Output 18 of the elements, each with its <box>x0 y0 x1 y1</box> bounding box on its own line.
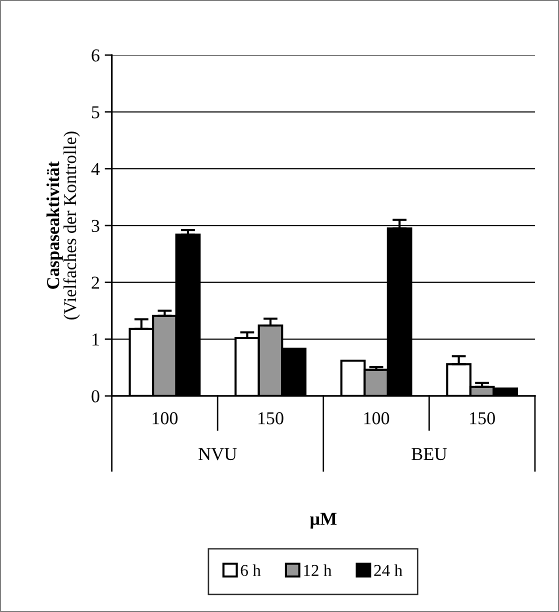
legend-label: 24 h <box>374 564 402 576</box>
x-tick-label: 150 <box>470 412 495 424</box>
legend-label: 6 h <box>240 564 261 576</box>
y-tick-label: 4 <box>91 163 100 175</box>
x-tick-label: 100 <box>152 412 178 424</box>
text: NVU <box>198 448 237 460</box>
y-tick-label: 3 <box>92 220 100 232</box>
legend-label: 12 h <box>304 564 332 576</box>
y-tick-label: 0 <box>92 390 100 402</box>
x-axis-title: µM <box>310 512 337 529</box>
y-axis-title: Caspaseaktivität (Vielfaches der Kontrolle) <box>46 132 80 320</box>
y-tick-label: 1 <box>92 333 99 346</box>
y-tick-label: 5 <box>92 106 100 118</box>
y-tick-label: 6 <box>92 49 100 62</box>
y-tick-label: 2 <box>92 276 99 289</box>
x-tick-label: 150 <box>258 412 284 424</box>
x-tick-label: 100 <box>364 412 390 424</box>
text: BEU <box>412 448 447 460</box>
